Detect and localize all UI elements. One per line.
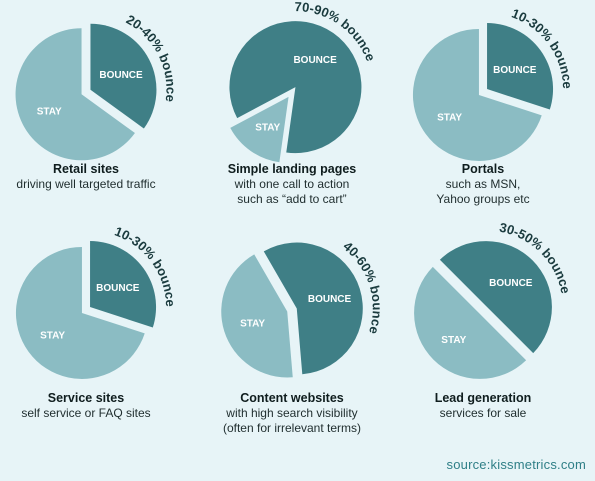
chart-subtitle-line: self service or FAQ sites <box>21 406 151 420</box>
chart-subtitle-line: (often for irrelevant terms) <box>222 421 362 435</box>
chart-title: Simple landing pages <box>227 162 357 176</box>
chart-subtitle-line: services for sale <box>439 406 527 420</box>
chart-subtitle-line: with one call to action <box>234 177 350 191</box>
bounce-slice <box>90 23 157 129</box>
chart-subtitle-line: Yahoo groups etc <box>436 192 530 206</box>
chart-title: Portals <box>461 162 505 176</box>
chart-caption: Portals such as MSN, Yahoo groups etc <box>385 162 581 207</box>
stay-label: STAY <box>441 335 466 346</box>
bounce-label: BOUNCE <box>99 70 143 81</box>
chart-title: Lead generation <box>434 391 532 405</box>
chart-caption: Retail sites driving well targeted traffi… <box>0 162 184 192</box>
stay-slice <box>414 266 527 379</box>
chart-caption: Lead generation services for sale <box>385 391 581 421</box>
chart-subtitle-line: such as “add to cart” <box>237 192 347 206</box>
bounce-slice <box>90 241 157 328</box>
chart-caption: Service sites self service or FAQ sites <box>0 391 184 421</box>
chart-title: Retail sites <box>52 162 119 176</box>
bounce-slice <box>487 23 554 110</box>
chart-subtitle-line: such as MSN, <box>445 177 521 191</box>
stay-slice <box>221 254 293 378</box>
chart-subtitle-line: driving well targeted traffic <box>16 177 156 191</box>
bounce-label: BOUNCE <box>96 283 140 294</box>
stay-slice <box>15 28 135 161</box>
chart-subtitle-line: with high search visibility <box>226 406 358 420</box>
source-credit: source:kissmetrics.com <box>446 457 586 472</box>
stay-label: STAY <box>240 318 265 329</box>
stay-slice <box>15 246 145 379</box>
stay-label: STAY <box>437 112 462 123</box>
stay-slice <box>412 28 542 161</box>
stay-label: STAY <box>37 107 62 118</box>
stay-label: STAY <box>40 330 65 341</box>
chart-title: Content websites <box>240 391 344 405</box>
bounce-label: BOUNCE <box>293 55 337 66</box>
bounce-slice <box>263 242 363 375</box>
bounce-slice <box>229 21 362 154</box>
chart-caption: Simple landing pages with one call to act… <box>194 162 390 207</box>
bounce-label: BOUNCE <box>493 65 537 76</box>
bounce-label: BOUNCE <box>489 278 533 289</box>
bounce-slice <box>439 241 552 354</box>
stay-slice <box>230 96 289 163</box>
chart-title: Service sites <box>47 391 125 405</box>
chart-caption: Content websites with high search visibil… <box>194 391 390 436</box>
bounce-label: BOUNCE <box>308 294 352 305</box>
stay-label: STAY <box>255 123 280 134</box>
